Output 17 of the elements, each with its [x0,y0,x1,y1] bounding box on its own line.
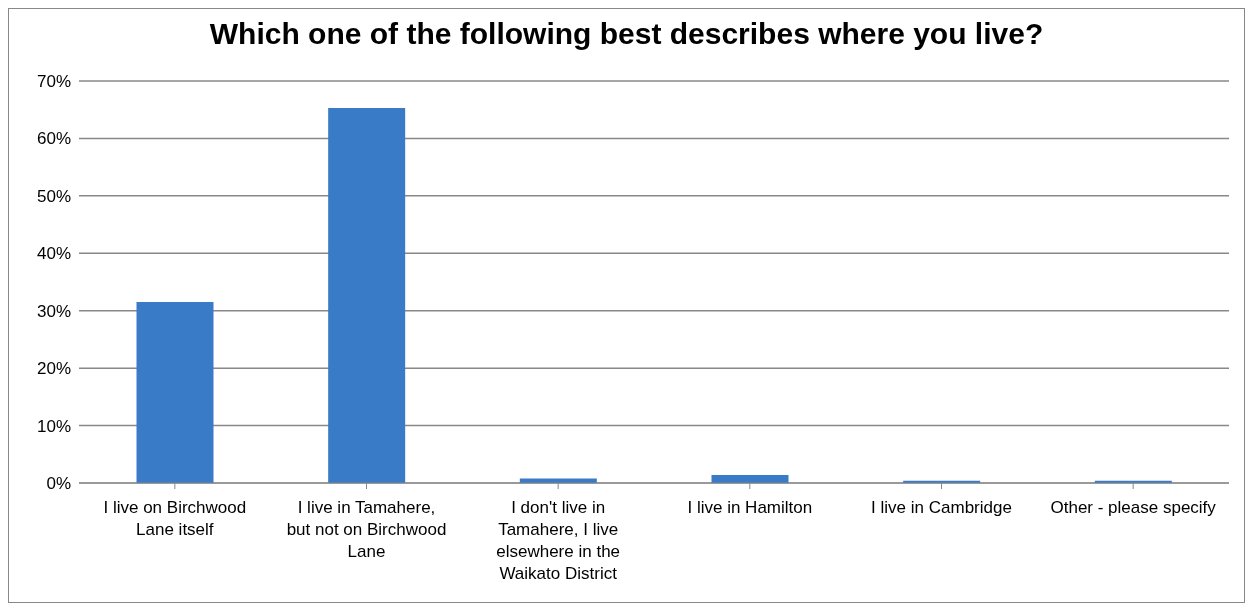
x-tick-label: I don't live in Tamahere, I live elsewhere in the Waikato District [496,498,621,583]
y-tick-label: 40% [36,244,71,264]
x-tick-label: I live in Cambridge [871,498,1012,517]
y-tick-label: 10% [36,416,71,436]
bar [328,107,406,483]
x-tick-label: I live on Birchwood Lane itself [103,498,247,539]
y-tick-label: 20% [36,359,71,379]
y-tick-label: 30% [36,301,71,321]
chart-title: Which one of the following best describes where you live? [208,16,1045,52]
y-tick-label: 50% [36,186,71,206]
bar [136,302,214,483]
x-tick-label: I live in Tamahere, but not on Birchwood Lane [286,498,447,561]
y-tick-label: 0% [46,474,71,494]
x-tick-label: Other - please specify [1050,498,1217,517]
y-tick-label: 60% [36,129,71,149]
y-tick-label: 70% [36,72,71,92]
x-tick-label: I live in Hamilton [687,498,813,517]
